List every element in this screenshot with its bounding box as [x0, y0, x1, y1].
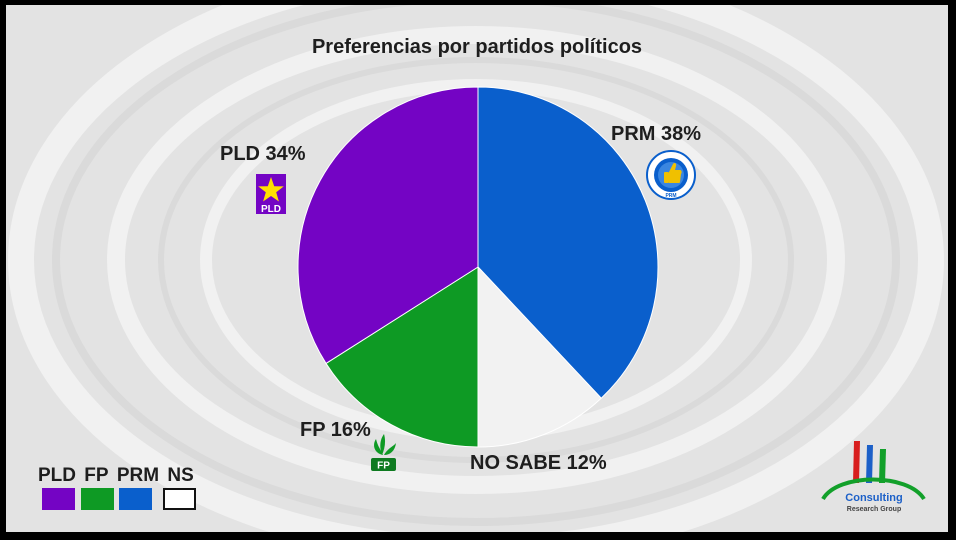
brand-name: Consulting	[845, 492, 902, 504]
legend-swatch-prm	[119, 488, 152, 510]
prm-logo: PRM	[646, 150, 696, 200]
leaf-icon	[374, 434, 396, 455]
chart-title: Preferencias por partidos políticos	[311, 36, 643, 58]
slice-label-prm: PRM 38%	[611, 123, 702, 145]
pld-logo-text: PLD	[261, 204, 281, 214]
slide: Preferencias por partidos políticos PRM …	[6, 5, 948, 532]
brand-tagline: Research Group	[847, 506, 901, 513]
legend-entry-fp: FP	[84, 465, 109, 486]
pie-slice-prm	[477, 86, 659, 399]
prm-logo-text: PRM	[665, 193, 676, 199]
consulting-logo: Consulting Research Group	[818, 437, 928, 513]
slice-label-pld: PLD 34%	[220, 143, 306, 165]
legend: PLD FP PRM NS	[38, 465, 197, 487]
legend-entry-ns: NS	[167, 465, 194, 486]
legend-entry-prm: PRM	[116, 465, 160, 486]
legend-swatch-pld	[42, 488, 75, 510]
fp-logo: FP	[368, 433, 398, 473]
slice-label-ns: NO SABE 12%	[470, 452, 607, 474]
fp-logo-text: FP	[377, 461, 390, 472]
pld-logo: PLD	[256, 174, 286, 215]
pie-slice-fp	[325, 266, 479, 448]
thumbs-up-icon	[664, 162, 682, 183]
slice-label-fp: FP 16%	[300, 419, 371, 441]
pie-slice-pld	[297, 86, 479, 365]
legend-swatch-ns	[163, 488, 196, 510]
legend-swatch-fp	[81, 488, 114, 510]
pie-chart	[297, 86, 659, 448]
pie-slice-ns	[477, 265, 602, 448]
star-icon	[258, 177, 284, 202]
background-swirl	[8, 5, 944, 532]
legend-entry-pld: PLD	[38, 465, 76, 486]
